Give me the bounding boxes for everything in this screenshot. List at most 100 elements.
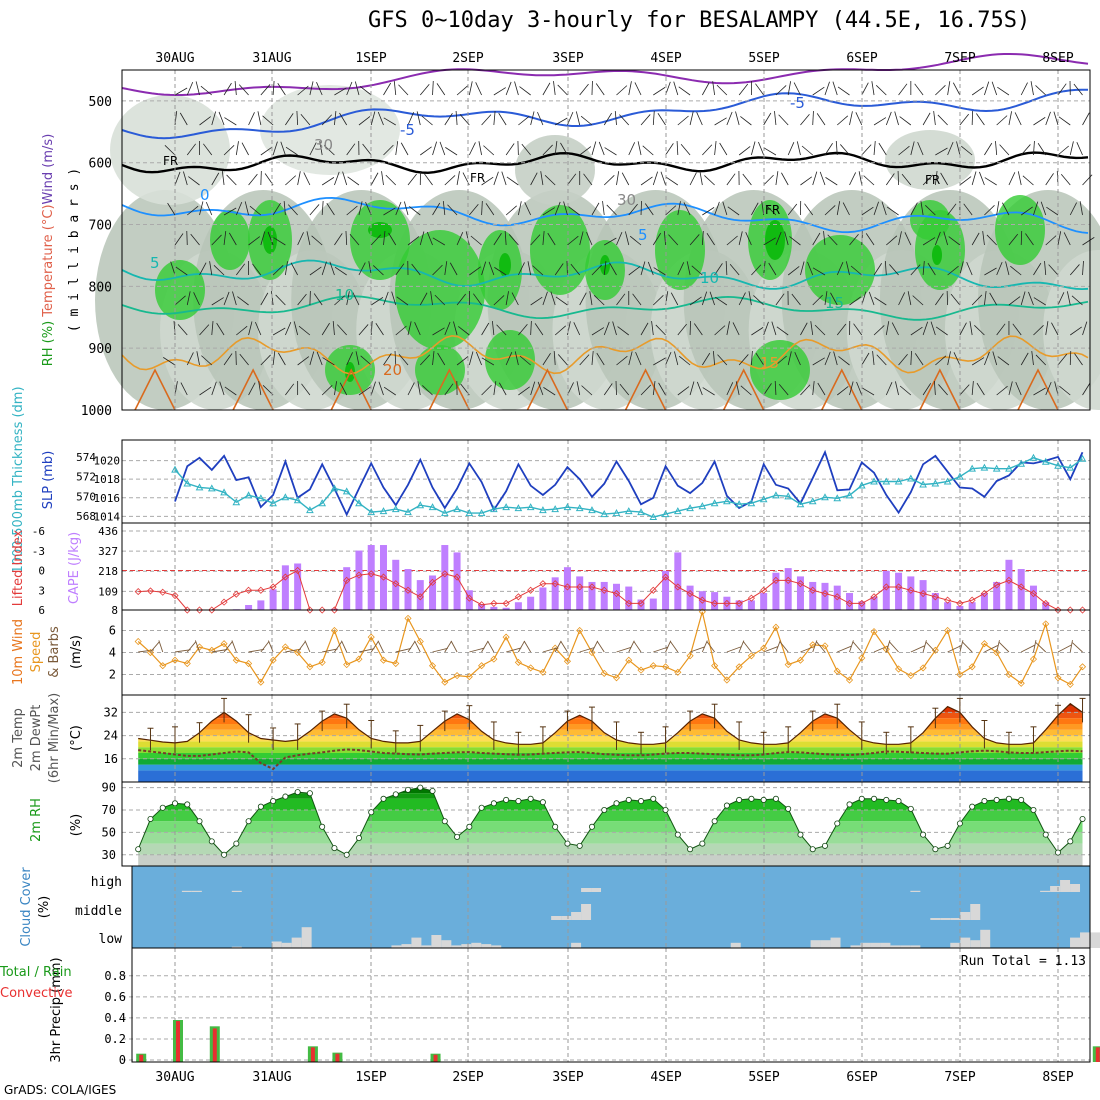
- lifted-point: [527, 586, 535, 594]
- wind-barb: [1053, 111, 1059, 126]
- rh-point: [723, 802, 730, 809]
- wind-barb: [996, 201, 1000, 216]
- thickness-point: [1005, 464, 1013, 472]
- wind-barb: [203, 143, 213, 156]
- contour-line-30: [919, 368, 961, 411]
- wind-barb: [439, 141, 446, 156]
- precip-ylabel: 3hr Precip (mm): [49, 957, 64, 1062]
- cape-bar: [576, 576, 584, 610]
- wind-barb: [334, 295, 346, 306]
- wind-barb: [174, 87, 188, 96]
- wind-barb: [898, 231, 902, 246]
- wind-barb: [1033, 141, 1035, 156]
- wind-barb: [453, 321, 458, 336]
- thickness-point: [330, 484, 339, 492]
- wind-barb: [321, 322, 330, 336]
- wind-barb: [943, 231, 949, 246]
- wind-barb: [593, 294, 605, 306]
- surface-wind-barb: [1021, 644, 1035, 653]
- wind-barb: [1033, 387, 1046, 396]
- wind-barb: [609, 262, 617, 276]
- wind-barb: [211, 172, 220, 186]
- wind-barb: [287, 204, 298, 216]
- li-tick: 3: [38, 584, 45, 597]
- wind-barb: [293, 321, 299, 336]
- surface-wind-barb: [763, 646, 779, 653]
- wind-barb: [812, 267, 826, 276]
- ylabel-rh: RH (%): [41, 317, 56, 367]
- wind-barb: [624, 231, 630, 246]
- wind-barb: [1002, 202, 1010, 216]
- cape-bar: [760, 593, 768, 610]
- lifted-point: [490, 599, 498, 607]
- wind-barb: [285, 113, 294, 126]
- temp-band: [138, 753, 1083, 759]
- wind-speed-point: [379, 656, 388, 664]
- lifted-point: [649, 586, 657, 594]
- wind-barb: [1022, 175, 1034, 186]
- rh-point: [355, 835, 362, 842]
- surface-wind-barb: [334, 641, 343, 653]
- wind-barb: [878, 142, 887, 156]
- thickness-point: [1017, 459, 1026, 467]
- wind-barb: [1033, 297, 1046, 306]
- wind-barb: [567, 173, 577, 186]
- wind-barb: [221, 171, 225, 186]
- wind-barb: [901, 173, 912, 186]
- grads-credit: GrADS: COLA/IGES: [4, 1083, 117, 1097]
- wind-barb: [177, 324, 188, 336]
- temp-band: [138, 747, 1083, 753]
- wind-barb: [519, 355, 531, 366]
- temp-line: [138, 702, 1083, 745]
- wind-barb: [628, 203, 638, 216]
- date-label-bottom: 8SEP: [1042, 1070, 1073, 1085]
- wind-barb: [262, 115, 274, 126]
- wind-barb: [971, 232, 980, 246]
- wind-barb: [290, 262, 298, 276]
- wind-barb: [391, 291, 397, 306]
- wind-barb: [260, 354, 271, 366]
- rh-point: [920, 831, 927, 838]
- rh-point: [650, 795, 657, 802]
- wind-barb: [408, 206, 421, 216]
- wind-barb: [346, 205, 358, 216]
- wind-barb: [738, 354, 749, 366]
- wind-barb: [836, 262, 844, 276]
- thickness-point: [698, 502, 707, 510]
- thickness-point: [980, 463, 989, 471]
- lifted-point: [882, 583, 890, 591]
- wind-barb: [1033, 201, 1039, 216]
- wind-barb: [164, 144, 176, 156]
- wind-barb: [824, 143, 833, 156]
- thickness-point: [772, 491, 780, 499]
- wind-speed-point: [539, 668, 547, 676]
- cloud-bar-low: [970, 940, 981, 948]
- wind-barb: [1031, 351, 1034, 366]
- rh-point: [441, 818, 448, 825]
- rh-area: [395, 230, 485, 350]
- wind-barb: [554, 263, 564, 276]
- wind-barb: [456, 232, 464, 246]
- date-label-bottom: 5SEP: [748, 1070, 779, 1085]
- wind-barb: [444, 261, 448, 276]
- wind-barb: [872, 351, 875, 366]
- cape-bar: [649, 598, 657, 610]
- thickness-point: [244, 491, 253, 499]
- rh-area: [263, 226, 277, 254]
- wind-barb: [874, 297, 887, 306]
- wind-speed-point: [858, 654, 866, 662]
- cape-bar: [809, 581, 817, 610]
- wind-barb: [404, 201, 409, 216]
- wind-barb: [273, 237, 286, 246]
- wind-barb: [383, 207, 396, 216]
- wind-barb: [183, 171, 188, 186]
- wind-speed-point: [404, 614, 412, 622]
- wind-barb: [824, 291, 828, 306]
- wind-speed-point: [588, 648, 596, 657]
- wind-barb: [763, 237, 776, 246]
- wind-speed-point: [330, 626, 338, 635]
- wind-speed-point: [563, 657, 572, 665]
- surface-wind-barb: [414, 640, 421, 653]
- wind-barb: [835, 141, 838, 156]
- wind-barb: [647, 261, 654, 276]
